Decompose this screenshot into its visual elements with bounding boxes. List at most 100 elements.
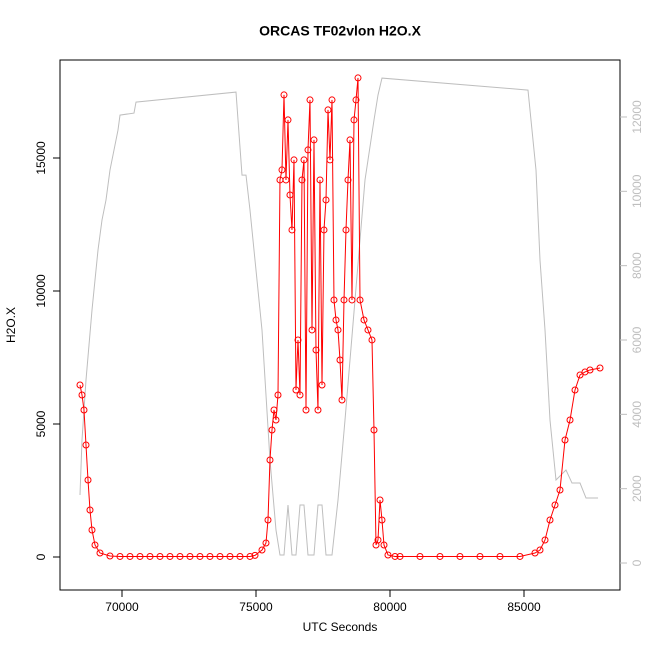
data-point [350,116,358,124]
data-point [556,486,564,494]
data-point [91,541,99,549]
data-point [561,436,569,444]
data-point [294,336,302,344]
data-point [308,326,316,334]
data-point [284,116,292,124]
data-point [396,552,404,560]
data-point [310,136,318,144]
data-point [236,552,244,560]
y2-tick-label: 4000 [630,401,644,428]
data-point [326,156,334,164]
data-point [216,552,224,560]
chart-title: ORCAS TF02vlon H2O.X [259,23,421,39]
data-point [290,156,298,164]
data-point [296,391,304,399]
data-point [376,496,384,504]
y-tick-label: 0 [34,553,48,560]
data-point [272,416,280,424]
data-point [476,552,484,560]
data-point [266,456,274,464]
data-point [364,326,372,334]
x-tick-label: 70000 [105,600,139,614]
data-point [368,336,376,344]
x-tick-label: 85000 [507,600,541,614]
data-point [576,371,584,379]
data-point [391,552,399,560]
data-point [316,176,324,184]
data-point [306,96,314,104]
data-point [262,539,270,547]
data-point [378,516,386,524]
data-point [298,176,306,184]
data-point [186,552,194,560]
data-point [330,296,338,304]
data-point [304,146,312,154]
data-point [80,406,88,414]
data-point [96,549,104,557]
data-point [546,516,554,524]
data-point [126,552,134,560]
data-point [258,546,266,554]
data-point [436,552,444,560]
data-point [206,552,214,560]
data-point [76,381,84,389]
data-point [246,552,254,560]
data-point [146,552,154,560]
data-point [384,551,392,559]
y-tick-label: 5000 [34,410,48,437]
data-point [332,316,340,324]
y2-tick-label: 12000 [630,100,644,134]
data-point [340,296,348,304]
data-point [156,552,164,560]
data-point [328,96,336,104]
data-point [282,176,290,184]
data-point [226,552,234,560]
x-tick-label: 75000 [239,600,273,614]
data-point [322,196,330,204]
x-tick-label: 80000 [373,600,407,614]
data-point [280,91,288,99]
data-point [288,226,296,234]
y-tick-label: 10000 [34,274,48,308]
y-axis-label: H2O.X [4,307,18,343]
x-axis-label: UTC Seconds [303,620,378,634]
data-point [116,552,124,560]
data-point [312,346,320,354]
y2-tick-label: 2000 [630,475,644,502]
data-point [354,74,362,82]
data-point [566,416,574,424]
data-point [374,536,382,544]
data-point [344,176,352,184]
data-point [416,552,424,560]
data-point [356,296,364,304]
data-point [176,552,184,560]
data-point [166,552,174,560]
data-point [268,426,276,434]
data-point [551,501,559,509]
data-point [86,506,94,514]
plot-frame [59,59,621,591]
data-point [302,406,310,414]
data-point [196,552,204,560]
data-point [292,386,300,394]
data-point [278,166,286,174]
data-point [336,356,344,364]
data-point [82,441,90,449]
data-point [320,226,328,234]
data-point [360,316,368,324]
data-point [334,326,342,334]
series-line [79,77,599,556]
data-point [318,381,326,389]
data-point [496,552,504,560]
data-point [338,396,346,404]
data-point [536,546,544,554]
data-point [270,406,278,414]
data-point [300,156,308,164]
data-point [314,406,322,414]
data-point [78,391,86,399]
y2-tick-label: 0 [630,559,644,566]
y2-tick-label: 10000 [630,174,644,208]
data-point [274,391,282,399]
data-point [531,549,539,557]
